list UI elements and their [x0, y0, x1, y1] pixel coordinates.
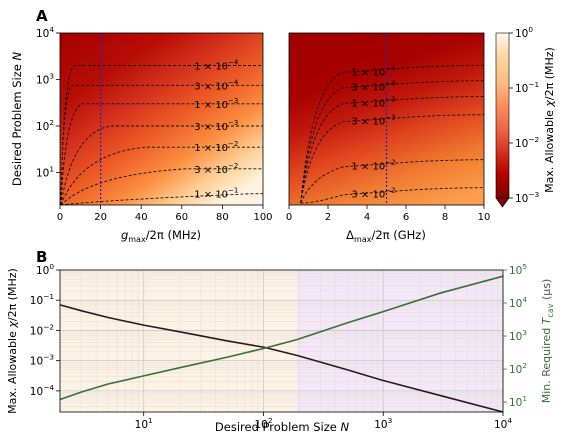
panel-b-ylabel-left: Max. Allowable χ/2π (MHz)	[6, 268, 19, 414]
contour-label-left-6: 1 × 10−1	[194, 187, 238, 201]
panel-b-xlabel: Desired Problem Size N	[215, 420, 350, 434]
x-ticks-right: 0 2 4 6 8 10	[286, 205, 491, 223]
contour-left-1	[60, 84, 263, 205]
ytick-label-b-left-1: 10−1	[30, 292, 54, 307]
colorbar: 100 10−1 10−2 10−3	[495, 25, 540, 208]
x-ticks-b: 101 102 103 104	[135, 412, 512, 431]
xtick-label-b-0: 101	[135, 416, 153, 431]
region-right-shading	[296, 270, 503, 412]
ytick-label-b-right-2: 103	[509, 328, 527, 343]
contour-right-4	[300, 159, 484, 204]
y-ticks-b-left: 100 10−1 10−2 10−3 10−4	[30, 262, 60, 398]
axes-frame-b	[59, 269, 504, 413]
contour-label-right-4: 1 × 10−2	[351, 159, 395, 173]
contour-right-2	[300, 96, 484, 204]
ytick-label-left-3: 104	[36, 25, 54, 40]
xtick-label-right-5: 10	[478, 212, 491, 223]
ytick-label-b-right-0: 101	[509, 394, 527, 409]
contours-right	[300, 64, 484, 204]
xtick-label-left-4: 80	[216, 212, 229, 223]
xtick-label-right-4: 8	[442, 212, 448, 223]
xtick-label-b-3: 104	[494, 416, 512, 431]
ytick-label-b-left-3: 10−3	[30, 353, 55, 368]
xtick-label-right-0: 0	[286, 212, 292, 223]
panel-label-a: A	[36, 7, 48, 25]
colorbar-ticks: 100 10−1 10−2 10−3	[509, 25, 540, 205]
contour-right-5	[300, 187, 484, 204]
ytick-label-b-left-0: 100	[36, 262, 54, 277]
panel-a-left-xlabel: gmax/2π (MHz)	[121, 228, 201, 244]
contour-left-6	[60, 193, 263, 205]
contour-label-left-0: 1 × 10−4	[194, 59, 239, 73]
contour-label-right-2: 1 × 10−3	[351, 96, 395, 110]
contour-label-left-2: 1 × 10−3	[194, 97, 238, 111]
contour-label-right-5: 3 × 10−2	[351, 187, 395, 201]
panel-a-right-heatmap: 1 × 10−4 3 × 10−4 1 × 10−3 3 × 10−3 1 × 10−2…	[286, 32, 491, 223]
ytick-label-left-2: 103	[36, 71, 54, 86]
contour-right-3	[300, 114, 484, 204]
colorbar-tick-label-3: 10−3	[515, 190, 540, 205]
series-max-chi-line	[59, 304, 504, 413]
xtick-label-b-1: 102	[254, 416, 272, 431]
ytick-label-b-left-2: 10−2	[30, 322, 54, 337]
contour-left-5	[60, 168, 263, 205]
contour-labels-left: 1 × 10−4 3 × 10−4 1 × 10−3 3 × 10−3 1 × 10−2…	[194, 59, 239, 201]
ytick-label-b-right-1: 102	[509, 361, 527, 376]
axes-frame-right	[288, 32, 485, 206]
colorbar-tick-label-1: 10−1	[515, 80, 539, 95]
panel-label-b: B	[36, 248, 47, 266]
xtick-label-right-2: 4	[364, 212, 370, 223]
x-ticks-left: 0 20 40 60 80 100	[57, 205, 273, 223]
panel-a-left-ylabel: Desired Problem Size N	[10, 52, 24, 187]
colorbar-gradient	[495, 32, 510, 199]
ytick-label-left-1: 102	[36, 118, 54, 133]
xtick-label-right-1: 2	[325, 212, 331, 223]
xtick-label-left-1: 20	[94, 212, 107, 223]
contour-labels-right: 1 × 10−4 3 × 10−4 1 × 10−3 3 × 10−3 1 × 10−2…	[351, 64, 396, 200]
panel-b-ylabel-right: Min. Required Tcav (μs)	[540, 279, 555, 404]
contour-left-3	[60, 125, 263, 205]
contour-label-right-3: 3 × 10−3	[351, 114, 395, 128]
contour-label-right-1: 3 × 10−4	[351, 80, 396, 94]
axes-frame-left	[59, 32, 264, 206]
heatmap-left-field	[60, 33, 263, 205]
contour-left-4	[60, 146, 263, 205]
contour-label-left-5: 3 × 10−2	[194, 162, 238, 176]
contour-label-left-1: 3 × 10−4	[194, 78, 239, 92]
colorbar-tick-label-2: 10−2	[515, 135, 539, 150]
ytick-label-left-0: 101	[36, 164, 54, 179]
panel-a-right-xlabel: Δmax/2π (GHz)	[346, 228, 426, 244]
y-ticks-b-right: 101 102 103 104 105	[503, 262, 527, 409]
contour-label-left-3: 3 × 10−3	[194, 119, 238, 133]
panel-a-left-heatmap: 1 × 10−4 3 × 10−4 1 × 10−3 3 × 10−3 1 × 10−2…	[36, 25, 273, 223]
xtick-label-left-2: 40	[135, 212, 148, 223]
contour-label-right-0: 1 × 10−4	[351, 64, 396, 78]
colorbar-label: Max. Allowable χ/2π (MHz)	[543, 47, 556, 193]
xtick-label-b-2: 103	[374, 416, 392, 431]
ytick-label-b-left-4: 10−4	[30, 383, 55, 398]
contours-left	[60, 65, 263, 205]
xtick-label-left-0: 0	[57, 212, 63, 223]
contour-right-1	[300, 80, 484, 204]
xtick-label-left-3: 60	[175, 212, 188, 223]
ytick-label-b-right-4: 105	[509, 262, 527, 277]
contour-label-left-4: 1 × 10−2	[194, 140, 238, 154]
xtick-label-right-3: 6	[403, 212, 409, 223]
colorbar-tick-label-0: 100	[515, 25, 533, 40]
xtick-label-left-5: 100	[253, 212, 272, 223]
colorbar-extend-triangle	[495, 197, 510, 208]
series-min-tcav-line	[59, 275, 504, 401]
ytick-label-b-right-3: 104	[509, 295, 527, 310]
region-left-shading	[60, 270, 297, 412]
y-ticks-left: 101 102 103 104	[36, 25, 60, 179]
contour-right-0	[300, 64, 484, 204]
contour-left-2	[60, 103, 263, 205]
